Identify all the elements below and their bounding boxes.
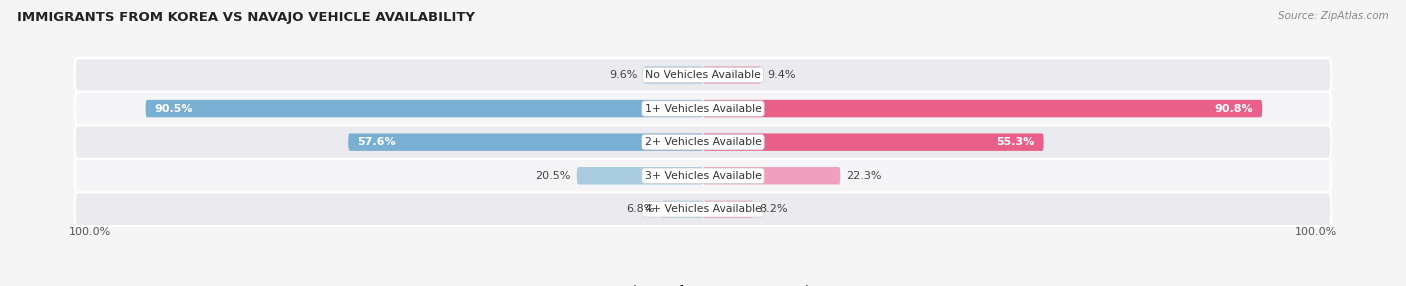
FancyBboxPatch shape bbox=[75, 159, 1331, 192]
Text: 3+ Vehicles Available: 3+ Vehicles Available bbox=[644, 171, 762, 181]
FancyBboxPatch shape bbox=[75, 192, 1331, 226]
FancyBboxPatch shape bbox=[75, 58, 1331, 92]
Text: 9.4%: 9.4% bbox=[768, 70, 796, 80]
FancyBboxPatch shape bbox=[703, 66, 761, 84]
Text: 2+ Vehicles Available: 2+ Vehicles Available bbox=[644, 137, 762, 147]
FancyBboxPatch shape bbox=[661, 200, 703, 218]
FancyBboxPatch shape bbox=[703, 167, 841, 184]
FancyBboxPatch shape bbox=[75, 125, 1331, 159]
FancyBboxPatch shape bbox=[703, 134, 1043, 151]
Text: 6.8%: 6.8% bbox=[627, 204, 655, 214]
FancyBboxPatch shape bbox=[703, 100, 1263, 117]
Text: 1+ Vehicles Available: 1+ Vehicles Available bbox=[644, 104, 762, 114]
FancyBboxPatch shape bbox=[644, 66, 703, 84]
Text: 90.5%: 90.5% bbox=[155, 104, 193, 114]
Text: 9.6%: 9.6% bbox=[609, 70, 638, 80]
Text: Source: ZipAtlas.com: Source: ZipAtlas.com bbox=[1278, 11, 1389, 21]
FancyBboxPatch shape bbox=[146, 100, 703, 117]
Text: 8.2%: 8.2% bbox=[759, 204, 789, 214]
Text: 4+ Vehicles Available: 4+ Vehicles Available bbox=[644, 204, 762, 214]
Text: 22.3%: 22.3% bbox=[846, 171, 882, 181]
Text: 100.0%: 100.0% bbox=[69, 227, 111, 237]
Text: IMMIGRANTS FROM KOREA VS NAVAJO VEHICLE AVAILABILITY: IMMIGRANTS FROM KOREA VS NAVAJO VEHICLE … bbox=[17, 11, 475, 24]
Text: 90.8%: 90.8% bbox=[1215, 104, 1253, 114]
Text: No Vehicles Available: No Vehicles Available bbox=[645, 70, 761, 80]
FancyBboxPatch shape bbox=[576, 167, 703, 184]
FancyBboxPatch shape bbox=[703, 200, 754, 218]
FancyBboxPatch shape bbox=[349, 134, 703, 151]
Text: 20.5%: 20.5% bbox=[536, 171, 571, 181]
Legend: Immigrants from Korea, Navajo: Immigrants from Korea, Navajo bbox=[589, 285, 817, 286]
FancyBboxPatch shape bbox=[75, 92, 1331, 125]
Text: 57.6%: 57.6% bbox=[357, 137, 396, 147]
Text: 100.0%: 100.0% bbox=[1295, 227, 1337, 237]
Text: 55.3%: 55.3% bbox=[995, 137, 1035, 147]
